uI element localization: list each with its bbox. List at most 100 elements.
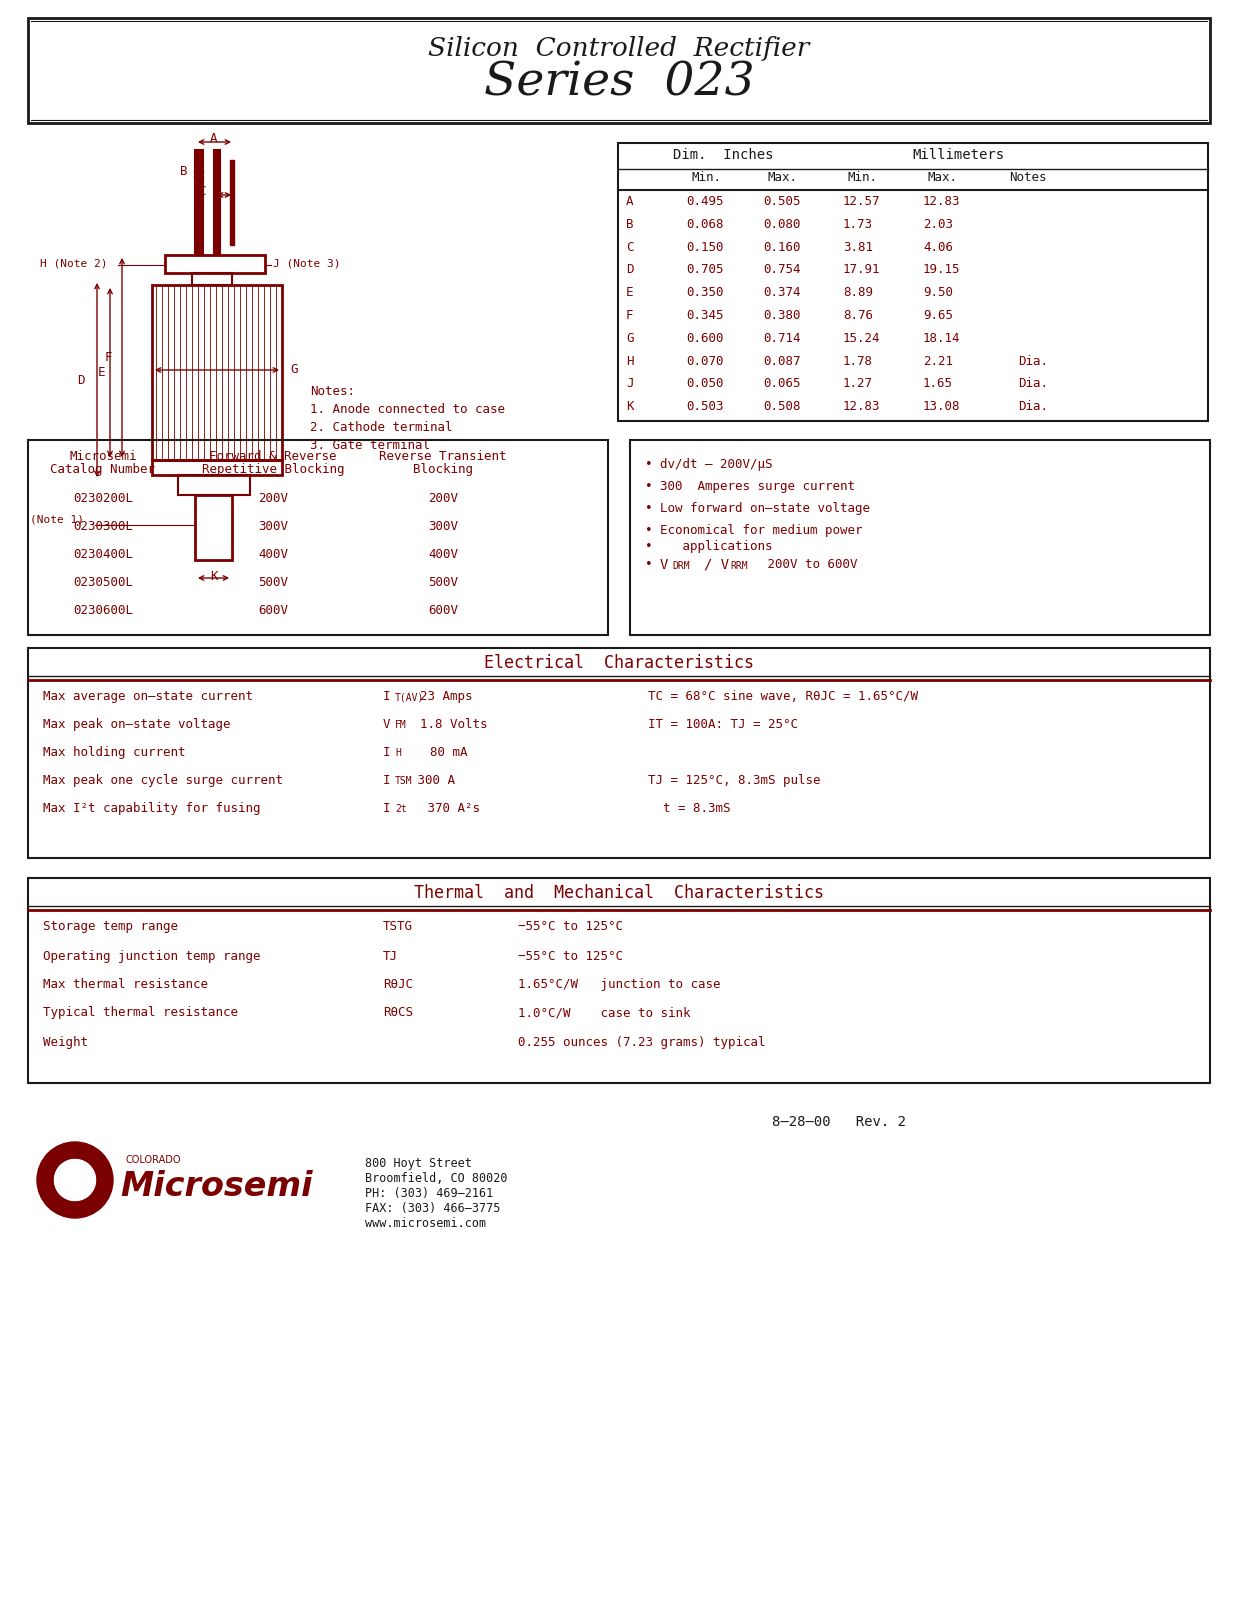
Text: 0.503: 0.503 bbox=[687, 400, 724, 413]
Text: 0.345: 0.345 bbox=[687, 309, 724, 322]
Text: C: C bbox=[626, 240, 633, 253]
Text: I: I bbox=[383, 690, 391, 702]
Text: 600V: 600V bbox=[259, 603, 288, 618]
Text: 19.15: 19.15 bbox=[923, 264, 960, 277]
Text: E: E bbox=[626, 286, 633, 299]
Text: 12.57: 12.57 bbox=[842, 195, 881, 208]
Text: 0.087: 0.087 bbox=[763, 355, 800, 368]
Circle shape bbox=[54, 1158, 96, 1202]
Text: 3. Gate terminal: 3. Gate terminal bbox=[310, 438, 430, 451]
Text: TJ = 125°C, 8.3mS pulse: TJ = 125°C, 8.3mS pulse bbox=[648, 774, 820, 787]
Text: A: A bbox=[626, 195, 633, 208]
Text: Dia.: Dia. bbox=[1018, 378, 1048, 390]
Text: H: H bbox=[626, 355, 633, 368]
Text: T(AV): T(AV) bbox=[395, 691, 424, 702]
Text: H (Note 2): H (Note 2) bbox=[40, 258, 108, 267]
Text: Microsemi: Microsemi bbox=[69, 450, 137, 462]
Bar bbox=[28, 18, 1210, 123]
Text: 23 Amps: 23 Amps bbox=[421, 690, 473, 702]
Text: 0.065: 0.065 bbox=[763, 378, 800, 390]
Text: TJ: TJ bbox=[383, 950, 398, 963]
Text: 18.14: 18.14 bbox=[923, 331, 960, 344]
Bar bbox=[28, 648, 1210, 858]
Text: TSTG: TSTG bbox=[383, 920, 413, 933]
Text: Repetitive Blocking: Repetitive Blocking bbox=[202, 462, 344, 477]
Text: Min.: Min. bbox=[691, 171, 721, 184]
Text: D: D bbox=[626, 264, 633, 277]
Text: 1.0°C/W    case to sink: 1.0°C/W case to sink bbox=[518, 1006, 690, 1019]
Text: 9.65: 9.65 bbox=[923, 309, 952, 322]
Text: 2t: 2t bbox=[395, 803, 407, 814]
Text: IT = 100A: TJ = 25°C: IT = 100A: TJ = 25°C bbox=[648, 718, 798, 731]
Text: 4.06: 4.06 bbox=[923, 240, 952, 253]
Text: FM: FM bbox=[395, 720, 407, 730]
Text: Max.: Max. bbox=[928, 171, 957, 184]
Text: Thermal  and  Mechanical  Characteristics: Thermal and Mechanical Characteristics bbox=[414, 883, 824, 902]
Text: H: H bbox=[395, 749, 401, 758]
Text: •: • bbox=[644, 558, 661, 571]
Text: 300V: 300V bbox=[428, 520, 458, 533]
Text: 0.255 ounces (7.23 grams) typical: 0.255 ounces (7.23 grams) typical bbox=[518, 1037, 766, 1050]
Text: B: B bbox=[626, 218, 633, 230]
Text: TSM: TSM bbox=[395, 776, 413, 786]
Text: G: G bbox=[626, 331, 633, 344]
Text: F: F bbox=[626, 309, 633, 322]
Text: Typical thermal resistance: Typical thermal resistance bbox=[43, 1006, 238, 1019]
Text: 8.89: 8.89 bbox=[842, 286, 873, 299]
Text: Max holding current: Max holding current bbox=[43, 746, 186, 758]
Text: 0.705: 0.705 bbox=[687, 264, 724, 277]
Text: 0230400L: 0230400L bbox=[73, 547, 134, 562]
Text: 500V: 500V bbox=[259, 576, 288, 589]
Text: 400V: 400V bbox=[428, 547, 458, 562]
Bar bbox=[195, 150, 203, 254]
Text: Blocking: Blocking bbox=[413, 462, 473, 477]
Text: 0230200L: 0230200L bbox=[73, 493, 134, 506]
Text: 0.380: 0.380 bbox=[763, 309, 800, 322]
Text: Series  023: Series 023 bbox=[484, 59, 755, 106]
Text: 0.754: 0.754 bbox=[763, 264, 800, 277]
Bar bbox=[192, 274, 233, 285]
Text: Notes:: Notes: bbox=[310, 386, 355, 398]
Text: Max peak on–state voltage: Max peak on–state voltage bbox=[43, 718, 230, 731]
Bar bbox=[165, 254, 265, 274]
Text: 13.08: 13.08 bbox=[923, 400, 960, 413]
Text: 2.03: 2.03 bbox=[923, 218, 952, 230]
Text: Catalog Number: Catalog Number bbox=[51, 462, 156, 477]
Text: • dv/dt – 200V/μS: • dv/dt – 200V/μS bbox=[644, 458, 772, 470]
Text: 0.505: 0.505 bbox=[763, 195, 800, 208]
Text: G: G bbox=[289, 363, 298, 376]
Text: Reverse Transient: Reverse Transient bbox=[380, 450, 507, 462]
Text: • Economical for medium power: • Economical for medium power bbox=[644, 525, 862, 538]
Text: Forward & Reverse: Forward & Reverse bbox=[209, 450, 336, 462]
Text: 200V: 200V bbox=[259, 493, 288, 506]
Text: Max thermal resistance: Max thermal resistance bbox=[43, 978, 208, 990]
Text: −55°C to 125°C: −55°C to 125°C bbox=[518, 950, 623, 963]
Bar bbox=[28, 440, 609, 635]
Text: Dia.: Dia. bbox=[1018, 400, 1048, 413]
Text: 8.76: 8.76 bbox=[842, 309, 873, 322]
Text: K: K bbox=[210, 570, 218, 582]
Text: Max average on–state current: Max average on–state current bbox=[43, 690, 254, 702]
Text: 0.374: 0.374 bbox=[763, 286, 800, 299]
Text: 1.65°C/W   junction to case: 1.65°C/W junction to case bbox=[518, 978, 720, 990]
Text: 2.21: 2.21 bbox=[923, 355, 952, 368]
Text: D: D bbox=[78, 373, 85, 387]
Bar bbox=[618, 142, 1209, 421]
Text: C: C bbox=[198, 186, 205, 198]
Text: 8–28–00   Rev. 2: 8–28–00 Rev. 2 bbox=[772, 1115, 905, 1130]
Text: Silicon  Controlled  Rectifier: Silicon Controlled Rectifier bbox=[428, 35, 810, 61]
Text: 12.83: 12.83 bbox=[842, 400, 881, 413]
Text: 15.24: 15.24 bbox=[842, 331, 881, 344]
Bar bbox=[230, 160, 234, 245]
Bar bbox=[28, 878, 1210, 1083]
Text: DRM: DRM bbox=[672, 562, 689, 571]
Text: K: K bbox=[626, 400, 633, 413]
Text: 1.65: 1.65 bbox=[923, 378, 952, 390]
Text: 0.600: 0.600 bbox=[687, 331, 724, 344]
Text: F: F bbox=[104, 350, 113, 365]
Text: 17.91: 17.91 bbox=[842, 264, 881, 277]
Text: TC = 68°C sine wave, RθJC = 1.65°C/W: TC = 68°C sine wave, RθJC = 1.65°C/W bbox=[648, 690, 918, 702]
Bar bbox=[152, 285, 282, 461]
Bar bbox=[178, 475, 250, 494]
Text: Dia.: Dia. bbox=[1018, 355, 1048, 368]
